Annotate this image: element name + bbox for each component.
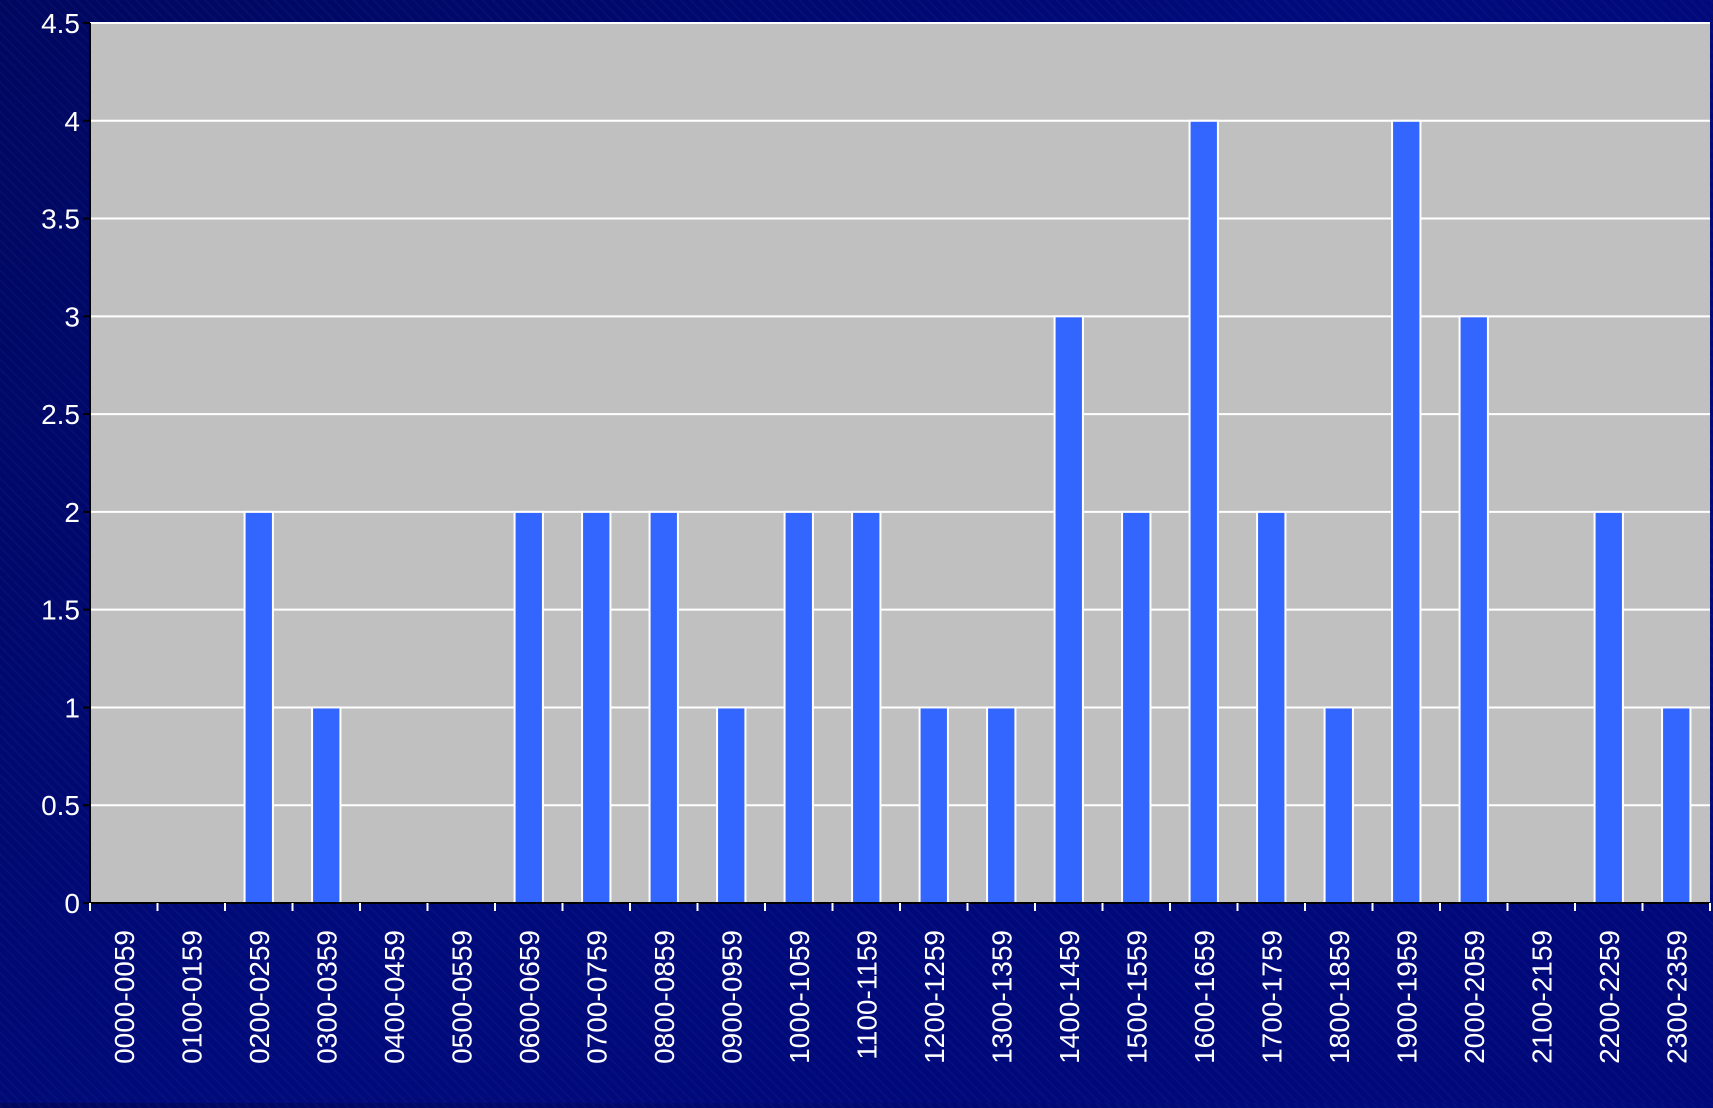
bar-0200-0259 xyxy=(243,510,274,904)
x-tick-label: 1500-1559 xyxy=(1121,930,1152,1064)
y-tick-label: 1 xyxy=(64,692,80,723)
x-tick-label: 1300-1359 xyxy=(986,930,1017,1064)
y-tick-label: 4 xyxy=(64,106,80,137)
bar-0900-0959 xyxy=(716,706,747,905)
x-tick-label: 1400-1459 xyxy=(1054,930,1085,1064)
bar-1400-1459 xyxy=(1053,315,1084,905)
x-tick-label: 2100-2159 xyxy=(1526,930,1557,1064)
y-tick-label: 2 xyxy=(64,497,80,528)
y-tick-label: 2.5 xyxy=(41,399,80,430)
x-tick-label: 0900-0959 xyxy=(716,930,747,1064)
axes xyxy=(83,22,1711,911)
bar-1200-1259 xyxy=(918,706,949,905)
y-tick-label: 4.5 xyxy=(41,8,80,39)
x-tick-label: 2000-2059 xyxy=(1459,930,1490,1064)
bar-2200-2259 xyxy=(1593,510,1624,904)
x-tick-label: 0100-0159 xyxy=(176,930,207,1064)
x-tick-label: 1700-1759 xyxy=(1256,930,1287,1064)
x-tick-label: 1100-1159 xyxy=(851,930,882,1060)
x-tick-label: 2200-2259 xyxy=(1594,930,1625,1064)
x-tick-label: 1000-1059 xyxy=(784,930,815,1064)
x-tick-label: 1900-1959 xyxy=(1391,930,1422,1064)
bar-2300-2359 xyxy=(1661,706,1692,905)
bar-0700-0759 xyxy=(581,510,612,904)
y-tick-label: 1.5 xyxy=(41,595,80,626)
y-tick-label: 3.5 xyxy=(41,204,80,235)
plot-area xyxy=(90,23,1710,903)
y-tick-label: 0.5 xyxy=(41,790,80,821)
y-tick-label: 3 xyxy=(64,301,80,332)
bar-1300-1359 xyxy=(986,706,1017,905)
bar-1700-1759 xyxy=(1256,510,1287,904)
gridlines xyxy=(90,22,1710,807)
bars xyxy=(243,119,1692,905)
y-axis-tick-labels: 0 0.5 1 1.5 2 2.5 3 3.5 4 4.5 xyxy=(41,8,80,919)
x-tick-label: 0300-0359 xyxy=(311,930,342,1064)
bar-1800-1859 xyxy=(1323,706,1354,905)
x-tick-label: 1600-1659 xyxy=(1189,930,1220,1064)
x-tick-label: 0000-0059 xyxy=(109,930,140,1064)
bar-1600-1659 xyxy=(1188,119,1219,905)
x-tick-label: 0400-0459 xyxy=(379,930,410,1064)
bar-0600-0659 xyxy=(513,510,544,904)
x-tick-label: 1800-1859 xyxy=(1324,930,1355,1064)
x-axis-tick-labels: 0000-0059 0100-0159 0200-0259 0300-0359 0400… xyxy=(109,930,1693,1064)
bar-1900-1959 xyxy=(1391,119,1422,905)
x-tick-label: 1200-1259 xyxy=(919,930,950,1064)
x-tick-label: 0500-0559 xyxy=(446,930,477,1064)
bar-1000-1059 xyxy=(783,510,814,904)
bar-2000-2059 xyxy=(1458,315,1489,905)
bar-0800-0859 xyxy=(648,510,679,904)
x-tick-label: 0200-0259 xyxy=(244,930,275,1064)
bar-1500-1559 xyxy=(1121,510,1152,904)
y-tick-label: 0 xyxy=(64,888,80,919)
bar-1100-1159 xyxy=(851,510,882,904)
x-tick-label: 0700-0759 xyxy=(581,930,612,1064)
x-tick-label: 0800-0859 xyxy=(649,930,680,1064)
bar-0300-0359 xyxy=(311,706,342,905)
x-tick-label: 0600-0659 xyxy=(514,930,545,1064)
x-tick-label: 2300-2359 xyxy=(1661,930,1692,1064)
